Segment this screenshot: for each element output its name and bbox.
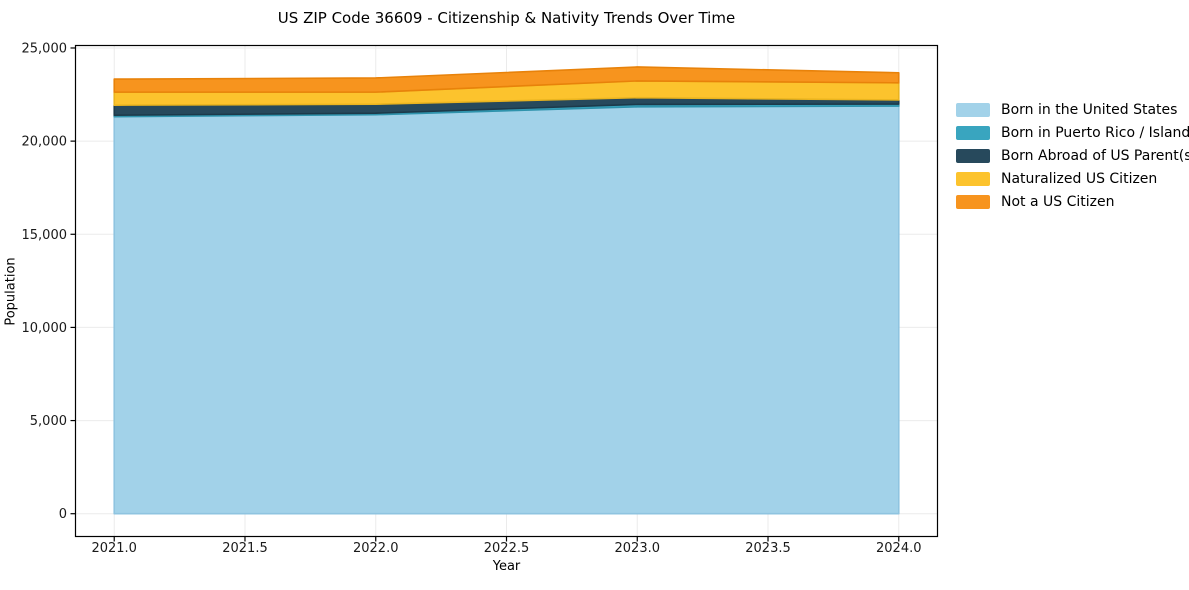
plot-border bbox=[74, 44, 939, 538]
y-axis-label: Population bbox=[3, 257, 19, 326]
x-tick-label: 2022.5 bbox=[484, 541, 530, 556]
legend-item: Born in the United States bbox=[956, 102, 1189, 118]
y-tick-label: 15,000 bbox=[22, 228, 68, 243]
legend-label: Naturalized US Citizen bbox=[1001, 171, 1158, 187]
legend-swatch bbox=[956, 126, 990, 140]
legend-item: Born in Puerto Rico / Islands bbox=[956, 125, 1189, 141]
series-area-0 bbox=[113, 105, 900, 515]
y-tick-label: 0 bbox=[59, 507, 67, 522]
legend-item: Naturalized US Citizen bbox=[956, 171, 1189, 187]
legend-label: Born Abroad of US Parent(s) bbox=[1001, 148, 1189, 164]
legend-swatch bbox=[956, 172, 990, 186]
chart-title: US ZIP Code 36609 - Citizenship & Nativi… bbox=[277, 9, 736, 27]
x-tick-label: 2022.0 bbox=[353, 541, 399, 556]
x-tick-label: 2021.0 bbox=[91, 541, 137, 556]
legend-label: Born in the United States bbox=[1001, 102, 1178, 118]
x-tick-label: 2023.0 bbox=[615, 541, 661, 556]
legend-swatch bbox=[956, 195, 990, 209]
y-tick-label: 20,000 bbox=[22, 135, 68, 150]
legend-swatch bbox=[956, 149, 990, 163]
y-tick-label: 25,000 bbox=[22, 41, 68, 56]
legend-item: Born Abroad of US Parent(s) bbox=[956, 148, 1189, 164]
legend-label: Born in Puerto Rico / Islands bbox=[1001, 125, 1189, 141]
legend-item: Not a US Citizen bbox=[956, 194, 1189, 210]
legend-label: Not a US Citizen bbox=[1001, 194, 1115, 210]
x-tick-label: 2021.5 bbox=[222, 541, 268, 556]
y-tick-label: 5,000 bbox=[30, 414, 67, 429]
x-axis-label: Year bbox=[492, 559, 521, 574]
legend: Born in the United States Born in Puerto … bbox=[956, 102, 1189, 210]
x-tick-label: 2023.5 bbox=[745, 541, 791, 556]
series-area-4 bbox=[113, 66, 900, 93]
y-tick-label: 10,000 bbox=[22, 321, 68, 336]
x-tick-label: 2024.0 bbox=[876, 541, 922, 556]
legend-swatch bbox=[956, 103, 990, 117]
